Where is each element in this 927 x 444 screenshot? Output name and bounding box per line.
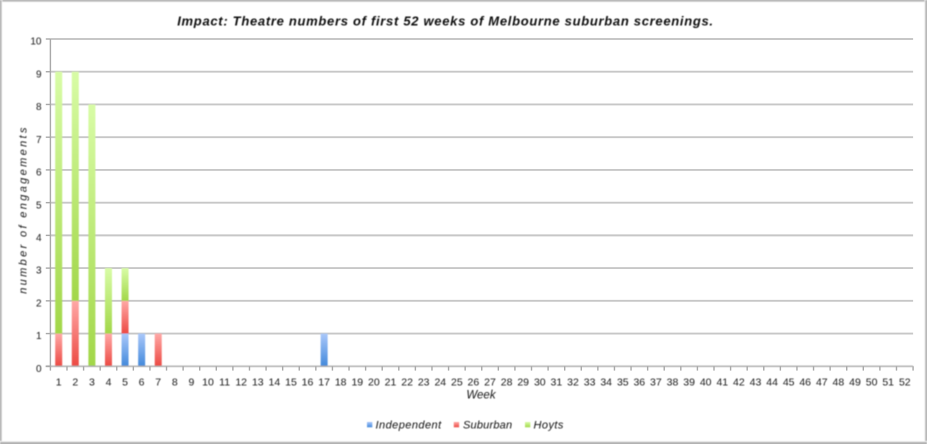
svg-text:35: 35	[617, 377, 629, 389]
svg-text:52: 52	[899, 377, 911, 389]
svg-text:44: 44	[766, 377, 778, 389]
svg-text:37: 37	[650, 377, 662, 389]
svg-text:39: 39	[683, 377, 695, 389]
svg-text:33: 33	[584, 377, 596, 389]
svg-text:Independent: Independent	[376, 420, 443, 432]
svg-text:7: 7	[155, 377, 161, 389]
svg-text:26: 26	[468, 377, 480, 389]
svg-text:11: 11	[219, 377, 230, 389]
svg-text:9: 9	[188, 377, 194, 389]
svg-text:2: 2	[72, 377, 78, 389]
svg-text:Impact: Theatre numbers of fir: Impact: Theatre numbers of first 52 week…	[177, 13, 714, 28]
svg-text:number of engagements: number of engagements	[18, 125, 30, 294]
svg-text:36: 36	[633, 377, 645, 389]
svg-text:8: 8	[172, 377, 178, 389]
svg-text:28: 28	[501, 377, 513, 389]
svg-text:47: 47	[816, 377, 828, 389]
svg-text:6: 6	[36, 168, 42, 179]
svg-text:51: 51	[882, 377, 894, 389]
svg-text:3: 3	[89, 377, 95, 389]
svg-text:45: 45	[783, 377, 795, 389]
svg-text:18: 18	[335, 377, 347, 389]
svg-text:22: 22	[401, 377, 413, 389]
svg-text:4: 4	[106, 377, 112, 389]
svg-text:32: 32	[567, 377, 579, 389]
svg-text:20: 20	[368, 377, 380, 389]
svg-text:0: 0	[36, 364, 42, 375]
svg-text:50: 50	[866, 377, 878, 389]
svg-text:17: 17	[318, 377, 330, 389]
svg-text:13: 13	[252, 377, 264, 389]
svg-text:5: 5	[122, 377, 128, 389]
svg-text:16: 16	[302, 377, 314, 389]
svg-text:6: 6	[139, 377, 145, 389]
svg-text:24: 24	[434, 377, 446, 389]
svg-text:14: 14	[269, 377, 281, 389]
svg-text:19: 19	[351, 377, 363, 389]
svg-text:1: 1	[56, 377, 62, 389]
svg-text:3: 3	[36, 266, 42, 277]
svg-text:31: 31	[551, 377, 563, 389]
svg-text:7: 7	[36, 135, 42, 146]
svg-text:27: 27	[484, 377, 496, 389]
svg-text:38: 38	[667, 377, 679, 389]
svg-text:23: 23	[418, 377, 430, 389]
svg-text:25: 25	[451, 377, 463, 389]
svg-text:2: 2	[36, 298, 42, 309]
svg-text:5: 5	[36, 200, 42, 211]
svg-text:9: 9	[36, 69, 42, 80]
svg-text:Week: Week	[466, 389, 496, 401]
svg-text:21: 21	[385, 377, 397, 389]
svg-text:30: 30	[534, 377, 546, 389]
svg-text:34: 34	[600, 377, 612, 389]
svg-text:42: 42	[733, 377, 745, 389]
svg-text:29: 29	[517, 377, 529, 389]
svg-text:43: 43	[750, 377, 762, 389]
svg-text:10: 10	[202, 377, 214, 389]
svg-text:49: 49	[849, 377, 861, 389]
svg-text:4: 4	[36, 233, 42, 244]
svg-text:12: 12	[235, 377, 247, 389]
svg-text:1: 1	[36, 331, 42, 342]
svg-text:41: 41	[716, 377, 728, 389]
svg-text:40: 40	[700, 377, 712, 389]
svg-text:15: 15	[285, 377, 297, 389]
svg-text:8: 8	[36, 102, 42, 113]
svg-text:46: 46	[799, 377, 811, 389]
svg-text:Hoyts: Hoyts	[534, 420, 564, 432]
svg-text:10: 10	[30, 37, 42, 48]
svg-text:48: 48	[833, 377, 845, 389]
svg-text:Suburban: Suburban	[463, 420, 512, 432]
